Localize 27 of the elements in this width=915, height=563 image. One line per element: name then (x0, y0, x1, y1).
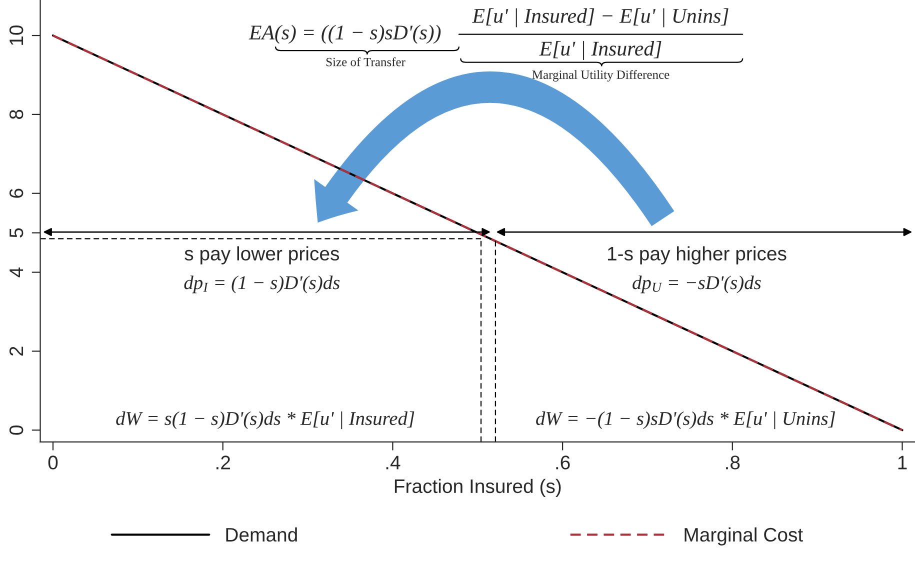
legend-label: Marginal Cost (684, 527, 803, 546)
annotation: E[u' | Insured] − E[u' | Unins] (472, 8, 728, 28)
x-tick-label: .8 (726, 456, 740, 470)
annotation: 1-s pay higher prices (608, 246, 786, 264)
annotation: E[u' | Insured] (539, 41, 662, 60)
annotation: Marginal Utility Difference (532, 70, 670, 82)
annotation: Size of Transfer (326, 57, 406, 66)
x-tick-label: .6 (556, 456, 570, 470)
annotation: dp$_{U}$ = −sD'(s)ds (632, 276, 761, 294)
y-tick-label: 4 (10, 267, 24, 278)
annotation: dp$_{I}$ = (1 − s)D'(s)ds (184, 276, 340, 294)
x-axis-title: Fraction Insured (s) (394, 478, 561, 497)
y-tick-label: 10 (9, 25, 24, 45)
y-tick-label: 6 (9, 188, 24, 198)
x-tick-label: .4 (386, 456, 400, 470)
x-tick-label: 1 (898, 456, 907, 470)
legend-label: Demand (226, 527, 297, 542)
y-tick-label: 5 (10, 228, 24, 238)
annotation: dW = −(1 − s)sD'(s)ds * E[u' | Unins] (536, 411, 836, 430)
x-tick-label: 0 (48, 456, 58, 470)
y-tick-label: 8 (9, 110, 24, 119)
x-tick-label: .2 (216, 456, 230, 470)
y-tick-label: 0 (9, 425, 24, 435)
y-tick-label: 2 (9, 346, 24, 356)
annotation: dW = s(1 − s)D'(s)ds * E[u' | Insured] (116, 411, 414, 430)
annotation: EA(s) = ((1 − s)sD'(s)) (248, 24, 441, 44)
annotation: s pay lower prices (184, 246, 340, 264)
